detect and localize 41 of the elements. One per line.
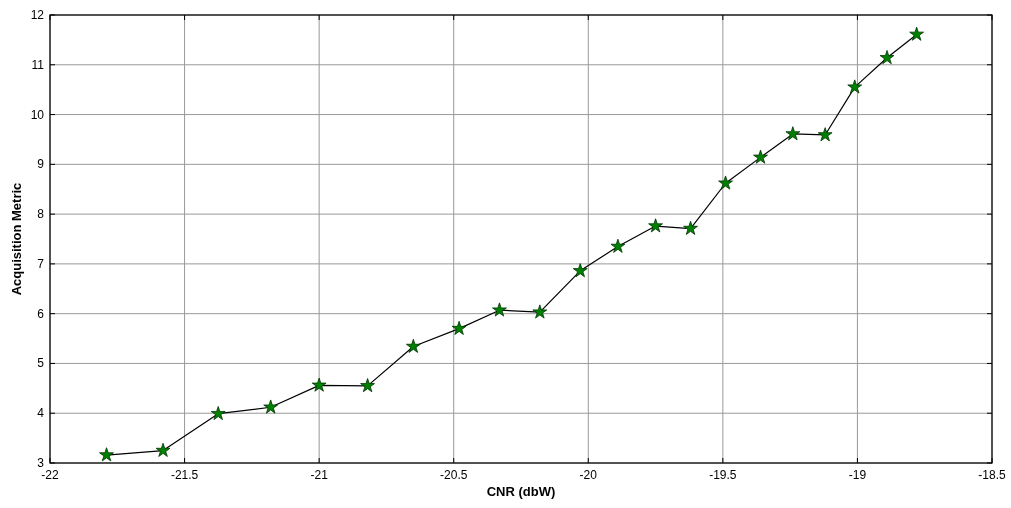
x-tick-label: -22 [41,468,59,482]
y-tick-label: 4 [37,406,45,421]
y-tick-label: 10 [30,107,45,122]
y-tick-label: 12 [30,8,45,22]
point [311,377,327,392]
point [683,220,698,235]
point [155,442,171,457]
x-tick-label: -19 [848,468,867,482]
x-tick-label: -18.5 [978,468,1006,482]
point [785,126,801,141]
y-tick-label: 3 [37,456,45,470]
point [263,399,279,414]
y-axis-title: Acquisition Metric [9,182,24,296]
point [718,175,733,190]
point [492,302,507,317]
point [532,304,548,319]
point [847,79,863,94]
y-tick-label: 7 [37,256,45,271]
point [753,149,768,164]
y-tick-label: 5 [37,356,45,371]
y-tick-label: 11 [31,57,45,72]
point [405,338,421,353]
x-tick-label: -20.5 [440,468,468,482]
y-tick-label: 9 [37,157,45,172]
x-tick-label: -21 [310,468,329,482]
point [909,26,924,41]
x-tick-label: -19.5 [709,468,737,482]
y-tick-label: 6 [37,306,45,321]
point [360,378,375,393]
point [210,406,226,421]
point [879,50,895,65]
x-axis-title: CNR (dbW) [486,484,556,499]
point [451,320,467,335]
y-tick-label: 8 [37,207,45,222]
x-tick-label: -21.5 [170,468,199,482]
x-tick-label: -20 [579,468,598,482]
point [99,447,114,462]
point [572,263,588,278]
point [817,127,833,142]
point [648,218,663,233]
point [610,238,626,253]
